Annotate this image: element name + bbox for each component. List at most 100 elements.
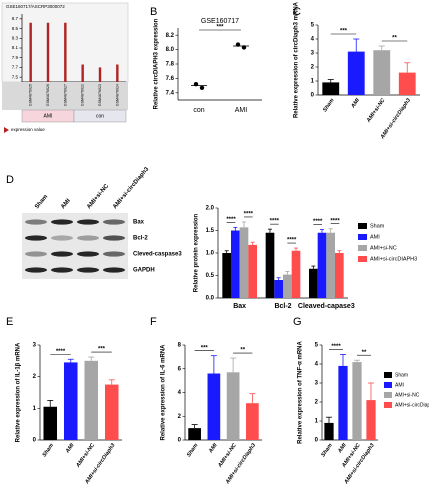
bar (64, 22, 67, 82)
x-tick-label: GSM4876026 (46, 84, 50, 106)
x-tick-label: GSM4876024 (115, 84, 119, 106)
x-tick-label: AMI (235, 107, 248, 114)
y-axis-label: Relative expression of IL-6 mRNA (161, 344, 167, 441)
chart-title: GSE160717 (201, 18, 239, 25)
bar (309, 268, 318, 298)
x-tick-label: GSM4876022 (81, 84, 85, 106)
y-tick-label: 8 (178, 343, 182, 349)
lane-label: AMI+si-NC (86, 183, 110, 210)
y-tick-label: 7.6 (166, 76, 175, 82)
y-tick-label: 1 (33, 406, 37, 412)
panel-label: F (150, 316, 157, 328)
significance-label: **** (287, 238, 297, 244)
band-label: Bax (133, 220, 145, 226)
lane-label: Sham (34, 194, 49, 210)
y-tick-label: 0 (178, 438, 182, 444)
bar (322, 82, 340, 95)
x-tick-label: Sham (42, 442, 56, 458)
bar (373, 50, 391, 95)
blot-band (77, 235, 99, 241)
y-tick-label: 4 (315, 362, 319, 368)
y-tick-label: 2.0 (206, 206, 215, 212)
y-tick-label: 0.0 (206, 296, 215, 302)
significance-label: ** (240, 348, 245, 354)
panel-label: G (293, 316, 302, 328)
x-tick-label: Cleaved-capase3 (298, 303, 355, 310)
bar (226, 372, 240, 440)
y-tick-label: 7.5 (12, 74, 19, 79)
sample-strip (2, 82, 128, 110)
y-tick-label: 0 (311, 93, 315, 99)
y-tick-label: 0.5 (206, 273, 215, 279)
blot-band (51, 219, 73, 225)
legend-label: Sham (395, 372, 408, 378)
data-point (199, 85, 205, 90)
y-tick-label: 4 (311, 37, 315, 43)
blot-band (103, 267, 125, 273)
bar (239, 227, 249, 298)
legend-swatch (358, 223, 367, 229)
legend-swatch (358, 234, 367, 240)
x-tick-label: AMI (337, 442, 349, 455)
panel-label: E (6, 316, 13, 328)
bar (84, 360, 99, 440)
blot-band (77, 267, 99, 273)
bar (274, 280, 283, 298)
significance-label: *** (201, 345, 209, 351)
y-tick-label: 8.0 (166, 47, 175, 53)
panel-label: D (6, 174, 14, 186)
significance-label: **** (226, 217, 236, 223)
y-tick-label: 5 (311, 23, 315, 29)
x-tick-label: Sham (186, 442, 200, 458)
bar (398, 72, 416, 95)
x-tick-label: AMI+si-NC (75, 442, 97, 470)
legend-label: AMI+si-NC (370, 245, 397, 251)
bar (222, 253, 231, 298)
panel-label: B (150, 6, 157, 18)
x-tick-label: AMI (350, 97, 362, 110)
y-tick-label: 2 (311, 65, 315, 71)
bar (81, 64, 84, 82)
lane-label: AMI+si-circDiaph3 (112, 166, 151, 210)
bar (265, 232, 275, 298)
y-tick-label: 7.9 (12, 55, 19, 60)
y-axis-label: Relative expression of IL-1β mRNA (16, 342, 22, 442)
y-tick-label: 1.5 (206, 228, 215, 234)
bar (43, 406, 58, 440)
y-axis-label: Relative circDIAPH3 expression (154, 18, 160, 109)
y-tick-label: 8.2 (166, 33, 175, 39)
legend-label: AMI+si-NC (395, 392, 420, 398)
x-tick-label: Sham (322, 97, 336, 113)
y-tick-label: 1.0 (206, 251, 215, 257)
y-tick-label: 2 (315, 400, 319, 406)
bar (338, 365, 348, 440)
bar (63, 362, 78, 440)
significance-label: *** (340, 29, 348, 35)
bar (207, 373, 221, 440)
bar (317, 232, 327, 298)
significance-label: **** (330, 218, 340, 224)
bar (335, 253, 344, 298)
blot-band (77, 219, 99, 225)
legend-marker (4, 127, 9, 133)
blot-band (51, 267, 73, 273)
bar (347, 51, 365, 95)
x-tick-label: Bcl-2 (274, 303, 291, 310)
y-tick-label: 0 (315, 438, 319, 444)
significance-label: **** (244, 212, 254, 218)
y-tick-label: 4 (178, 390, 182, 396)
blot-band (51, 251, 73, 257)
bar (352, 362, 362, 440)
x-tick-label: con (193, 107, 204, 114)
bar (46, 22, 50, 82)
blot-band (103, 251, 125, 257)
bar (188, 428, 201, 440)
lane-label: AMI (60, 198, 72, 211)
y-tick-label: 6 (178, 366, 182, 372)
x-tick-label: GSM4876027 (63, 84, 67, 106)
significance-label: *** (98, 347, 106, 353)
x-tick-label: Sham (320, 442, 334, 458)
group-box (73, 109, 127, 123)
blot-band (25, 251, 47, 257)
y-tick-label: 8.5 (12, 26, 19, 31)
